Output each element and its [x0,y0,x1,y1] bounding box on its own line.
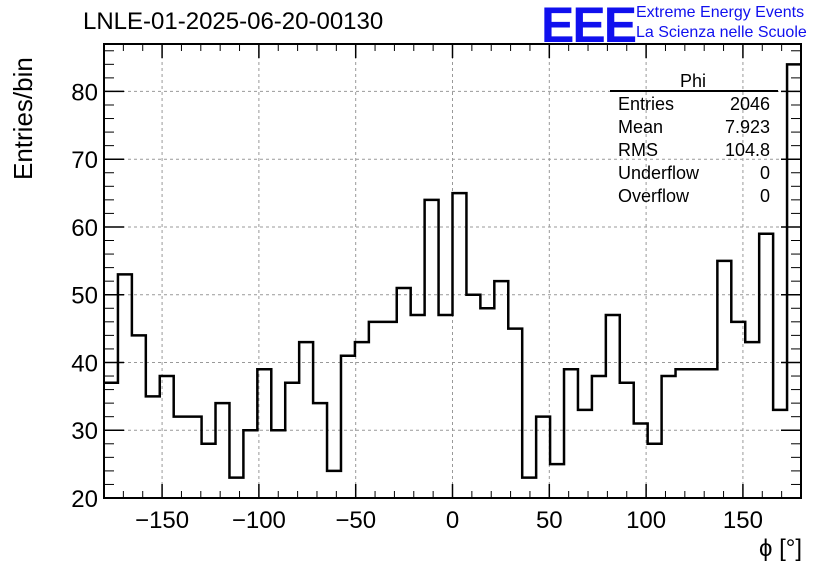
x-tick-label: 50 [536,507,563,534]
y-tick-label: 40 [71,350,98,377]
stats-label: Entries [618,94,675,114]
x-axis-label: ϕ [°] [758,535,802,562]
stats-label: Underflow [618,163,700,183]
histogram-line [104,63,801,479]
stats-label: Mean [618,117,664,137]
stats-value: 0 [759,163,770,183]
chart-title: LNLE-01-2025-06-20-00130 [83,8,384,35]
stats-label: Overflow [618,186,690,206]
y-axis-label: Entries/bin [8,57,38,180]
eee-logo: EEE [541,0,637,53]
y-tick-label: 50 [71,283,98,310]
stats-row: Mean 7.923 [618,117,770,138]
x-tick-label: 150 [723,507,763,534]
x-tick-label: 100 [626,507,666,534]
stats-value: 104.8 [724,140,770,160]
y-tick-label: 20 [71,486,98,513]
tick-labels: −150 −100 −50 0 50 100 150 20 30 40 50 60 70 80 [71,79,763,534]
logo-line-1: Extreme Energy Events [636,4,805,21]
x-tick-label: 0 [446,507,459,534]
stats-row: RMS 104.8 [618,140,770,161]
stats-value: 2046 [729,94,770,114]
logo-line-2: La Scienza nelle Scuole [636,24,807,41]
y-tick-label: 70 [71,147,98,174]
x-tick-label: −50 [335,507,376,534]
stats-value: 7.923 [724,117,770,137]
stats-row: Entries 2046 [618,94,770,115]
stats-row: Underflow 0 [618,163,770,184]
stats-label: RMS [618,140,658,160]
y-tick-label: 60 [71,215,98,242]
stats-row: Overflow 0 [618,186,770,207]
x-tick-label: −100 [232,507,286,534]
y-tick-label: 80 [71,79,98,106]
axis-ticks [104,44,801,499]
stats-box-name: Phi [679,71,706,91]
x-tick-label: −150 [135,507,189,534]
stats-value: 0 [759,186,770,206]
y-tick-label: 30 [71,418,98,445]
